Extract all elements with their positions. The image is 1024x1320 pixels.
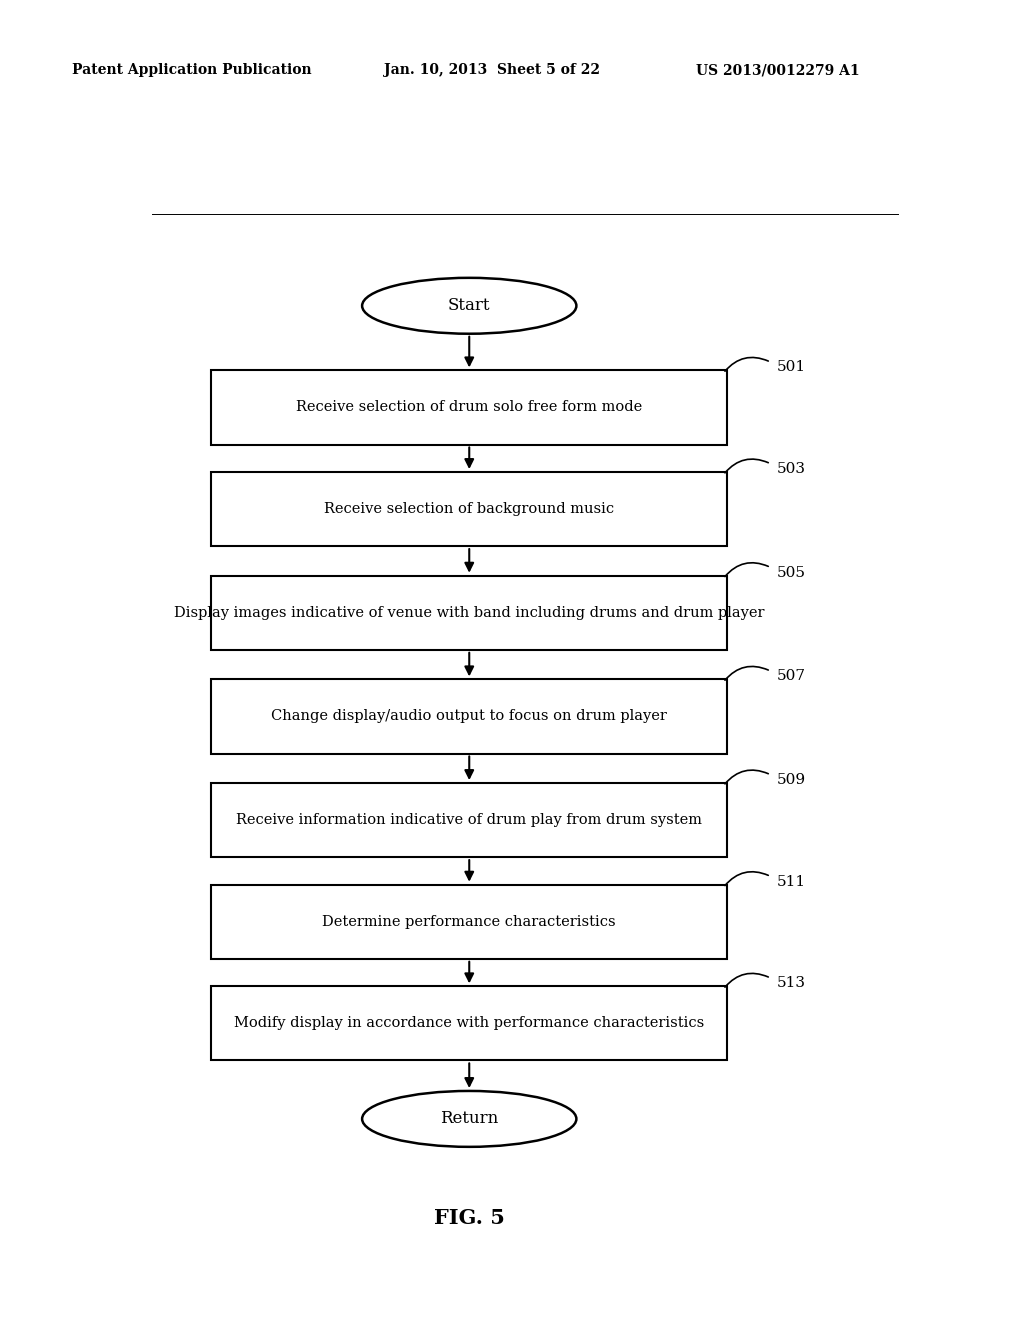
Ellipse shape <box>362 277 577 334</box>
Text: Start: Start <box>447 297 490 314</box>
Text: Modify display in accordance with performance characteristics: Modify display in accordance with perfor… <box>234 1016 705 1031</box>
Text: Change display/audio output to focus on drum player: Change display/audio output to focus on … <box>271 709 668 723</box>
Text: Receive information indicative of drum play from drum system: Receive information indicative of drum p… <box>237 813 702 828</box>
Text: 503: 503 <box>776 462 805 477</box>
Bar <box>211 473 727 546</box>
Text: 501: 501 <box>776 360 806 375</box>
Text: Return: Return <box>440 1110 499 1127</box>
Bar <box>211 680 727 754</box>
Text: Jan. 10, 2013  Sheet 5 of 22: Jan. 10, 2013 Sheet 5 of 22 <box>384 63 600 78</box>
Text: 505: 505 <box>776 565 805 579</box>
Bar <box>211 884 727 958</box>
Bar <box>211 371 727 445</box>
Text: Receive selection of background music: Receive selection of background music <box>325 502 614 516</box>
Text: 513: 513 <box>776 977 805 990</box>
Text: FIG. 5: FIG. 5 <box>434 1208 505 1228</box>
Text: US 2013/0012279 A1: US 2013/0012279 A1 <box>696 63 860 78</box>
Text: Display images indicative of venue with band including drums and drum player: Display images indicative of venue with … <box>174 606 765 619</box>
Text: 507: 507 <box>776 669 805 684</box>
Ellipse shape <box>362 1090 577 1147</box>
Text: 511: 511 <box>776 875 806 888</box>
Bar <box>211 986 727 1060</box>
Text: 509: 509 <box>776 774 806 787</box>
Text: Patent Application Publication: Patent Application Publication <box>72 63 311 78</box>
Bar <box>211 576 727 649</box>
Text: Determine performance characteristics: Determine performance characteristics <box>323 915 616 929</box>
Text: Receive selection of drum solo free form mode: Receive selection of drum solo free form… <box>296 400 642 414</box>
Bar <box>211 783 727 857</box>
